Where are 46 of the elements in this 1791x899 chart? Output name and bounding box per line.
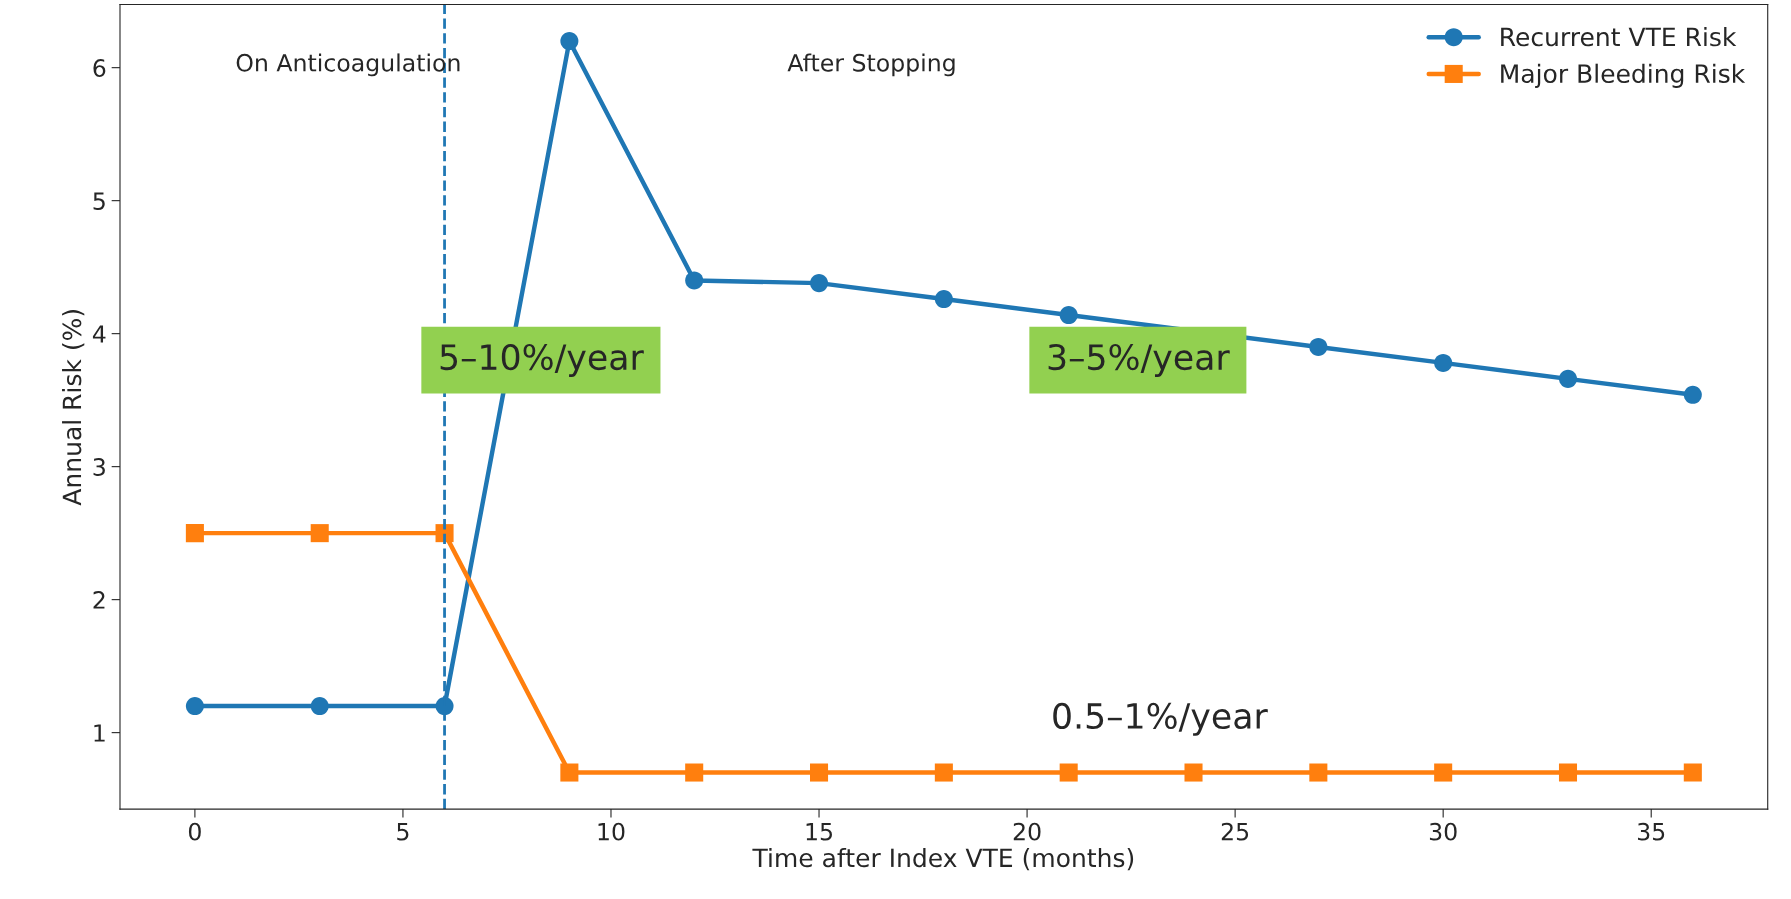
point — [1434, 353, 1453, 372]
legend-label: Recurrent VTE Risk — [1501, 26, 1737, 47]
point — [310, 697, 329, 716]
x-tick-label: 5 — [397, 823, 409, 841]
x-tick-label: 0 — [188, 822, 201, 841]
point — [185, 524, 204, 543]
y-tick-label: 6 — [93, 59, 106, 77]
y-tick-label: 2 — [93, 591, 105, 609]
annotation: 3–5%/year — [1048, 343, 1230, 377]
annotation: 0.5–1%/year — [1053, 702, 1268, 736]
point — [934, 290, 953, 309]
point — [685, 271, 704, 290]
annotation: After Stopping — [787, 53, 955, 77]
point — [1434, 763, 1453, 782]
y-tick-label: 3 — [93, 458, 105, 476]
x-tick-label: 35 — [1637, 822, 1665, 841]
x-tick-label: 30 — [1429, 822, 1457, 841]
point — [185, 697, 204, 716]
point — [1184, 763, 1203, 782]
annotation: On Anticoagulation — [236, 53, 460, 77]
y-tick-label: 4 — [92, 325, 106, 343]
point — [1558, 763, 1578, 782]
x-tick-label: 15 — [806, 823, 832, 841]
point — [1558, 369, 1578, 388]
point — [1059, 306, 1078, 325]
y-tick-label: 5 — [93, 192, 105, 210]
point — [685, 763, 704, 782]
legend-label: Major Bleeding Risk — [1501, 63, 1746, 88]
y-tick-label: 1 — [94, 724, 105, 742]
point — [560, 32, 579, 51]
y-axis-title: Annual Risk (%) — [62, 310, 85, 506]
x-tick-label: 25 — [1221, 822, 1249, 841]
point — [1059, 763, 1078, 782]
point — [934, 763, 953, 782]
annotation: 5–10%/year — [440, 343, 644, 377]
x-tick-label: 10 — [598, 822, 625, 841]
point — [810, 274, 829, 293]
x-axis-title: Time after Index VTE (months) — [752, 847, 1134, 871]
x-tick-label: 20 — [1013, 822, 1041, 841]
point — [1683, 385, 1702, 404]
point — [1309, 337, 1328, 356]
point — [1309, 763, 1328, 782]
point — [310, 524, 329, 543]
point — [810, 763, 829, 782]
point — [1683, 763, 1702, 782]
point — [560, 763, 579, 782]
